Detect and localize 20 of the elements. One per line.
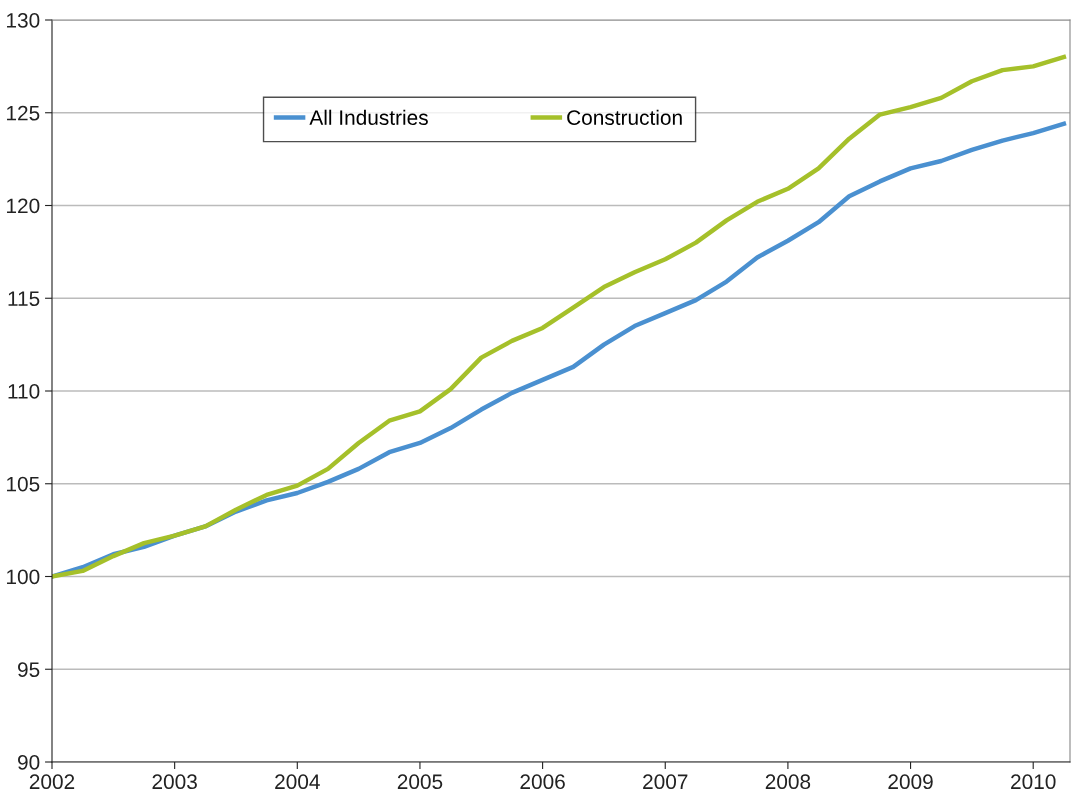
x-tick-label: 2009 — [888, 774, 933, 790]
y-tick-label: 100 — [7, 569, 40, 585]
x-tick-label: 2005 — [397, 774, 443, 790]
x-tick-label: 2006 — [520, 774, 565, 790]
x-tick-label: 2010 — [1011, 774, 1056, 790]
x-tick-label: 2007 — [643, 774, 688, 790]
x-tick-label: 2008 — [765, 774, 811, 790]
legend-label: All Industries — [309, 109, 428, 125]
x-tick-label: 2004 — [275, 774, 320, 790]
y-tick-label: 95 — [18, 662, 40, 677]
legend-label: Construction — [567, 109, 682, 125]
y-tick-label: 105 — [7, 476, 40, 492]
x-tick-label: 2002 — [29, 774, 75, 790]
y-tick-label: 130 — [7, 13, 40, 28]
x-tick-label: 2003 — [152, 774, 197, 790]
y-tick-label: 120 — [7, 198, 40, 214]
y-tick-label: 110 — [8, 384, 40, 399]
y-tick-label: 115 — [8, 291, 40, 306]
y-tick-label: 90 — [18, 755, 40, 770]
y-tick-label: 125 — [7, 105, 40, 121]
